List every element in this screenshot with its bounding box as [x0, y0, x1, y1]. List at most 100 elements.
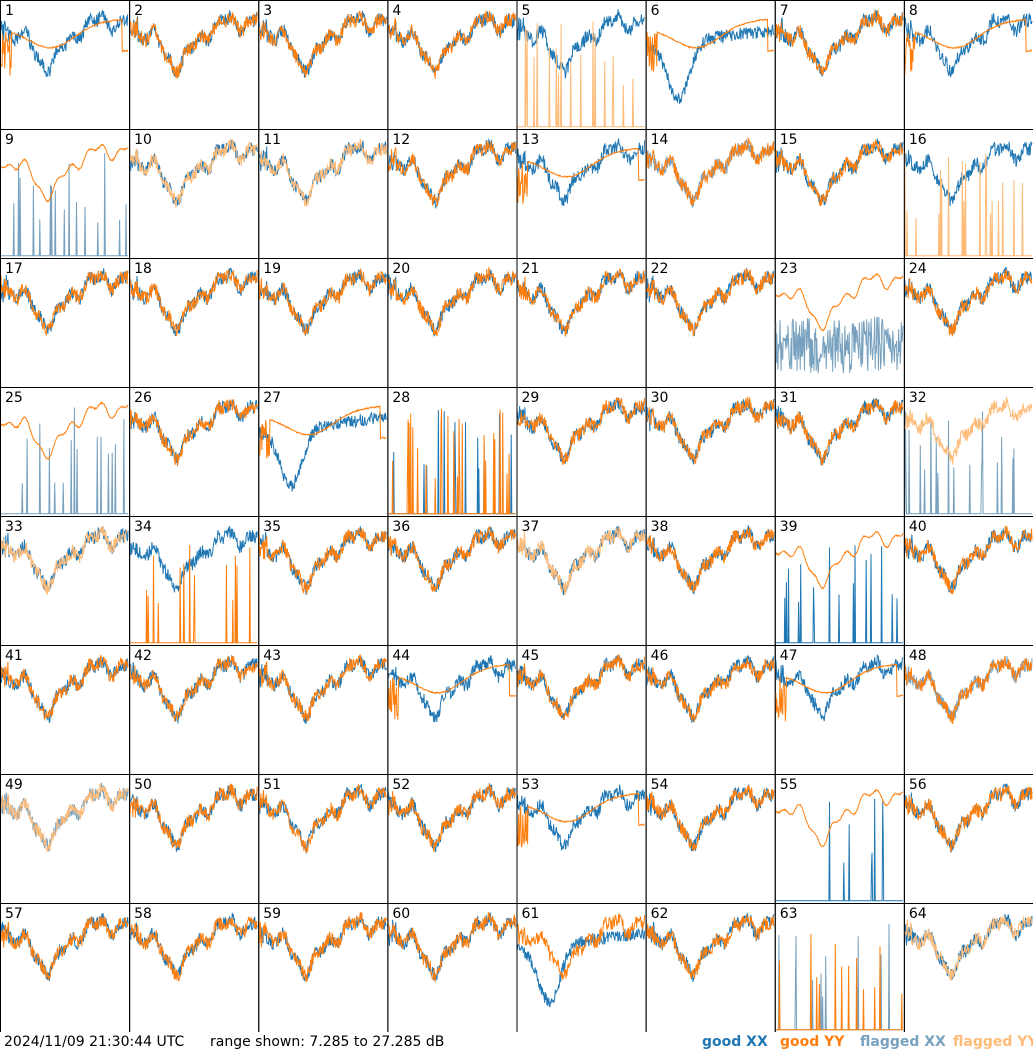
tile-54: 54 [645, 774, 776, 904]
range-label: range shown: 7.285 to 27.285 dB [210, 1034, 445, 1050]
tile-52: 52 [387, 774, 518, 904]
tile-label: 38 [651, 519, 669, 535]
tile-30: 30 [645, 387, 776, 517]
tile-frame [516, 645, 647, 775]
tile-frame [774, 387, 905, 517]
good-yy-line [775, 788, 904, 848]
tile-label: 64 [909, 906, 927, 922]
tile-frame [258, 903, 389, 1032]
flagged-yy-line [517, 526, 646, 595]
tile-frame [258, 258, 389, 388]
tile-label: 54 [651, 777, 669, 793]
tile-10: 10 [129, 129, 260, 259]
tile-56: 56 [903, 774, 1033, 904]
good-yy-line [646, 657, 775, 723]
good-yy-line [130, 269, 258, 337]
tile-frame [774, 645, 905, 775]
flagged-yy-line [904, 151, 1032, 257]
good-yy-line [904, 525, 1033, 595]
good-yy-line [646, 527, 775, 593]
tile-55: 55 [774, 774, 905, 904]
good-xx-line [904, 783, 1033, 853]
good-yy-line [517, 913, 646, 980]
tile-label: 11 [263, 132, 281, 148]
tile-frame [129, 774, 260, 904]
tile-label: 50 [134, 777, 152, 793]
tile-label: 17 [5, 261, 23, 277]
tile-frame [645, 0, 776, 130]
tile-label: 13 [522, 132, 540, 148]
tile-8: 8 [903, 0, 1033, 130]
tile-frame [129, 129, 260, 259]
tile-label: 40 [909, 519, 927, 535]
good-yy-line [388, 140, 516, 206]
tile-12: 12 [387, 129, 518, 259]
tile-label: 28 [392, 390, 410, 406]
tile-label: 58 [134, 906, 152, 922]
good-yy-line [904, 269, 1033, 338]
good-yy-line [1, 401, 129, 460]
tile-label: 49 [5, 777, 23, 793]
tile-61: 61 [516, 903, 647, 1032]
tile-label: 27 [263, 390, 281, 406]
tile-label: 62 [651, 906, 669, 922]
tile-label: 16 [909, 132, 927, 148]
tile-label: 18 [134, 261, 152, 277]
good-yy-line [130, 398, 258, 467]
tile-label: 31 [780, 390, 798, 406]
tile-label: 45 [522, 648, 540, 664]
tile-frame [387, 903, 518, 1032]
tile-label: 60 [392, 906, 410, 922]
good-yy-line [775, 10, 904, 76]
good-yy-line [259, 527, 387, 594]
good-xx-line [904, 914, 1033, 980]
tile-frame [645, 903, 776, 1032]
flagged-yy-line [904, 916, 1033, 981]
tile-frame [645, 258, 776, 388]
good-xx-line [646, 24, 775, 105]
tile-24: 24 [903, 258, 1033, 388]
tile-frame [387, 0, 518, 130]
tile-frame [129, 258, 260, 388]
tile-26: 26 [129, 387, 260, 517]
good-xx-line [904, 527, 1033, 593]
good-yy-line [646, 136, 775, 206]
tile-label: 3 [263, 3, 272, 19]
legend-good-yy: good YY [780, 1034, 845, 1050]
good-xx-line [517, 9, 646, 79]
good-yy-line [646, 785, 775, 852]
tile-frame [0, 516, 131, 646]
tile-label: 20 [392, 261, 410, 277]
tile-4: 4 [387, 0, 518, 130]
tile-label: 5 [522, 3, 531, 19]
tile-53: 53 [516, 774, 647, 904]
tile-34: 34 [129, 516, 260, 646]
tile-label: 7 [780, 3, 789, 19]
tile-27: 27 [258, 387, 389, 517]
tile-13: 13 [516, 129, 647, 259]
tile-45: 45 [516, 645, 647, 775]
tile-frame [0, 903, 131, 1032]
tile-frame [0, 0, 131, 130]
tile-label: 36 [392, 519, 410, 535]
tile-label: 9 [5, 132, 14, 148]
good-yy-line [1, 18, 129, 76]
tile-38: 38 [645, 516, 776, 646]
good-xx-line [775, 545, 903, 644]
good-xx-line [388, 526, 516, 592]
tile-44: 44 [387, 645, 518, 775]
tile-label: 14 [651, 132, 669, 148]
tile-frame [0, 645, 131, 775]
tile-label: 1 [5, 3, 14, 19]
tile-label: 23 [780, 261, 798, 277]
tile-label: 8 [909, 3, 918, 19]
flagged-yy-line [259, 138, 387, 207]
tile-label: 25 [5, 390, 23, 406]
tile-frame [387, 129, 518, 259]
tile-50: 50 [129, 774, 260, 904]
tile-frame [129, 645, 260, 775]
tile-frame [387, 645, 518, 775]
good-xx-line [904, 267, 1033, 336]
tile-frame [774, 0, 905, 130]
